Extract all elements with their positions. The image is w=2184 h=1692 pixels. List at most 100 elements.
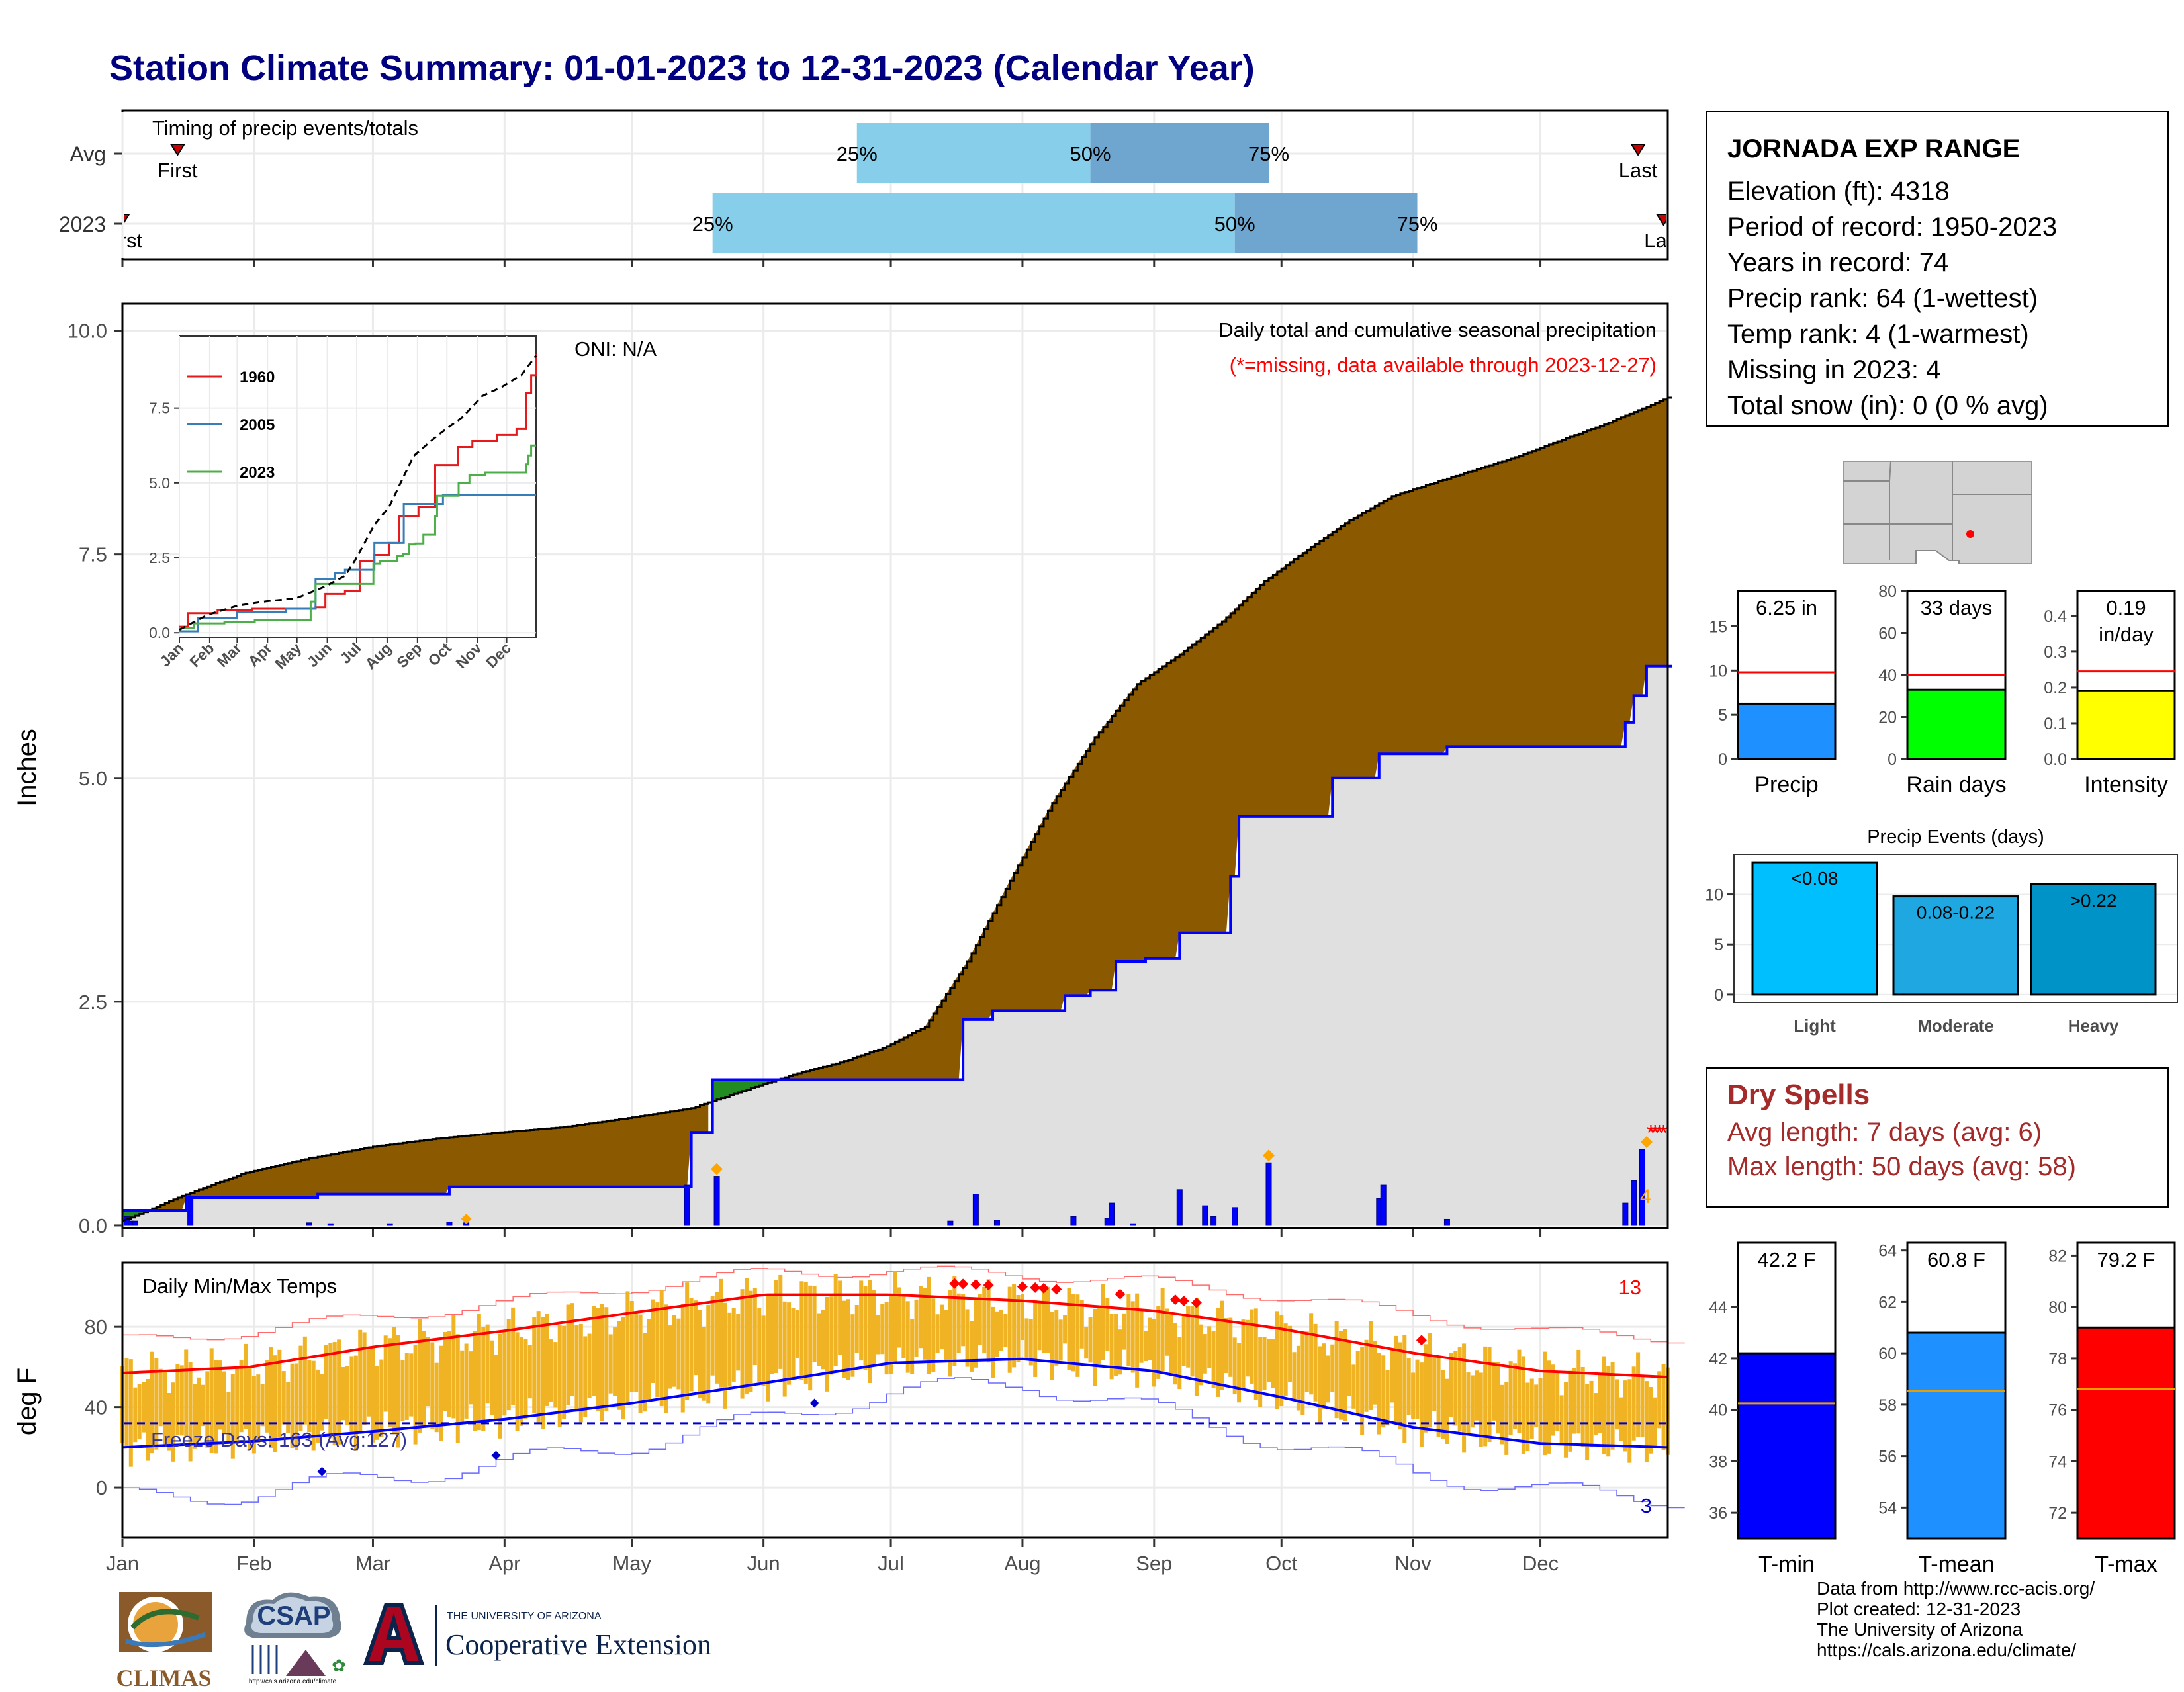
precip-frame [121, 302, 1669, 1229]
daily-temp-bar [532, 1317, 537, 1414]
daily-temp-bar [1253, 1308, 1258, 1400]
month-label: Mar [355, 1552, 390, 1575]
daily-temp-bar [719, 1278, 723, 1388]
daily-temp-bar [269, 1347, 273, 1448]
daily-temp-bar [982, 1286, 987, 1354]
daily-temp-bar [791, 1308, 796, 1380]
daily-temp-bar [1114, 1314, 1118, 1376]
daily-temp-bar [952, 1275, 957, 1366]
record-high-marker [970, 1279, 981, 1290]
timing-first-marker [124, 214, 130, 224]
daily-temp-bar [286, 1382, 291, 1433]
daily-temp-bar [1279, 1315, 1284, 1407]
daily-precip-bar [1639, 1149, 1646, 1226]
daily-temp-bar [621, 1317, 625, 1420]
daily-temp-bar [1148, 1317, 1152, 1361]
timing-bar-q1 [712, 193, 1235, 253]
daily-temp-bar [1339, 1331, 1343, 1420]
daily-temp-bar [277, 1349, 282, 1437]
daily-temp-bar [1513, 1363, 1518, 1429]
daily-temp-bar [1037, 1301, 1042, 1351]
daily-temp-bar [991, 1306, 995, 1378]
daily-temp-bar [1529, 1378, 1534, 1439]
station-period: Period of record: 1950-2023 [1727, 212, 2058, 242]
daily-temp-bar [197, 1377, 201, 1441]
daily-temp-bar [974, 1297, 978, 1368]
daily-temp-bar [897, 1287, 901, 1348]
daily-temp-bar [302, 1336, 307, 1425]
month-label: Apr [488, 1552, 520, 1575]
timing-p25-label: 25% [837, 142, 878, 165]
daily-temp-bar [1118, 1329, 1122, 1375]
daily-temp-bar [447, 1331, 451, 1417]
timing-last-label: Last [1644, 229, 1683, 252]
daily-temp-bar [710, 1296, 715, 1376]
daily-temp-bar [995, 1311, 999, 1357]
daily-temp-bar [570, 1303, 574, 1396]
temp-frame [121, 1261, 1669, 1539]
timing-bar-q1 [856, 123, 1091, 183]
daily-temp-bar [1415, 1359, 1420, 1419]
month-label: Jan [106, 1552, 139, 1575]
daily-temp-bar [311, 1360, 316, 1451]
station-temp-rank: Temp rank: 4 (1-warmest) [1727, 320, 2029, 349]
daily-temp-bar [371, 1348, 375, 1443]
daily-temp-bar [1326, 1355, 1330, 1403]
daily-temp-bar [604, 1307, 609, 1411]
daily-temp-bar [680, 1304, 685, 1413]
daily-temp-bar [511, 1307, 516, 1406]
timing-bar-q2 [1090, 123, 1269, 183]
daily-temp-bar [146, 1379, 150, 1461]
daily-temp-bar [1394, 1335, 1398, 1424]
daily-temp-bar [583, 1336, 588, 1417]
daily-temp-bar [316, 1369, 320, 1443]
daily-temp-bar [473, 1331, 477, 1431]
daily-precip-bar [1622, 1202, 1629, 1226]
daily-temp-bar [400, 1360, 405, 1421]
climas-wordmark: CLIMAS [116, 1665, 212, 1691]
daily-precip-bar [1265, 1162, 1272, 1226]
ua-divider [435, 1605, 437, 1666]
daily-temp-bar [1309, 1313, 1314, 1395]
daily-temp-bar [1381, 1355, 1386, 1428]
daily-temp-bar [184, 1349, 189, 1437]
daily-temp-bar [587, 1333, 592, 1398]
record-low-marker [809, 1398, 819, 1408]
daily-temp-bar [736, 1314, 741, 1371]
daily-temp-bar [235, 1366, 240, 1444]
daily-temp-bar [1334, 1321, 1339, 1419]
daily-temp-bar [914, 1299, 919, 1357]
daily-temp-bar [1390, 1349, 1394, 1403]
timing-p50-label: 50% [1214, 212, 1255, 236]
daily-precip-bar [684, 1184, 690, 1226]
heavy-event-marker [711, 1163, 723, 1175]
record-high-marker [1191, 1297, 1202, 1308]
daily-temp-bar [392, 1327, 396, 1433]
daily-temp-bar [188, 1362, 193, 1462]
daily-temp-bar [668, 1325, 672, 1389]
daily-temp-bar [1122, 1313, 1126, 1350]
daily-temp-bar [439, 1345, 443, 1441]
daily-temp-bar [1411, 1372, 1416, 1419]
daily-temp-bar [443, 1332, 447, 1411]
daily-precip-bar [1176, 1189, 1183, 1226]
month-label: Sep [1136, 1552, 1172, 1575]
daily-temp-bar [651, 1299, 655, 1383]
daily-temp-bar [1152, 1319, 1156, 1387]
daily-temp-bar [1033, 1300, 1038, 1377]
daily-temp-bar [209, 1348, 214, 1454]
daily-temp-bar [643, 1333, 647, 1412]
daily-temp-bar [1313, 1323, 1318, 1402]
daily-temp-bar [536, 1311, 541, 1423]
daily-temp-bar [549, 1339, 553, 1402]
timing-last-marker [1655, 214, 1666, 226]
daily-temp-bar [430, 1342, 435, 1429]
daily-temp-bar [1203, 1334, 1207, 1374]
daily-temp-bar [1088, 1317, 1093, 1363]
ua-logo: THE UNIVERSITY OF ARIZONA Cooperative Ex… [361, 1600, 745, 1673]
csap-url: http://cals.arizona.edu/climate [249, 1678, 337, 1685]
normal-max-line [122, 1293, 1668, 1379]
record-high-marker [1051, 1284, 1062, 1295]
daily-temp-bar [782, 1301, 787, 1397]
daily-temp-bar [1559, 1395, 1564, 1445]
